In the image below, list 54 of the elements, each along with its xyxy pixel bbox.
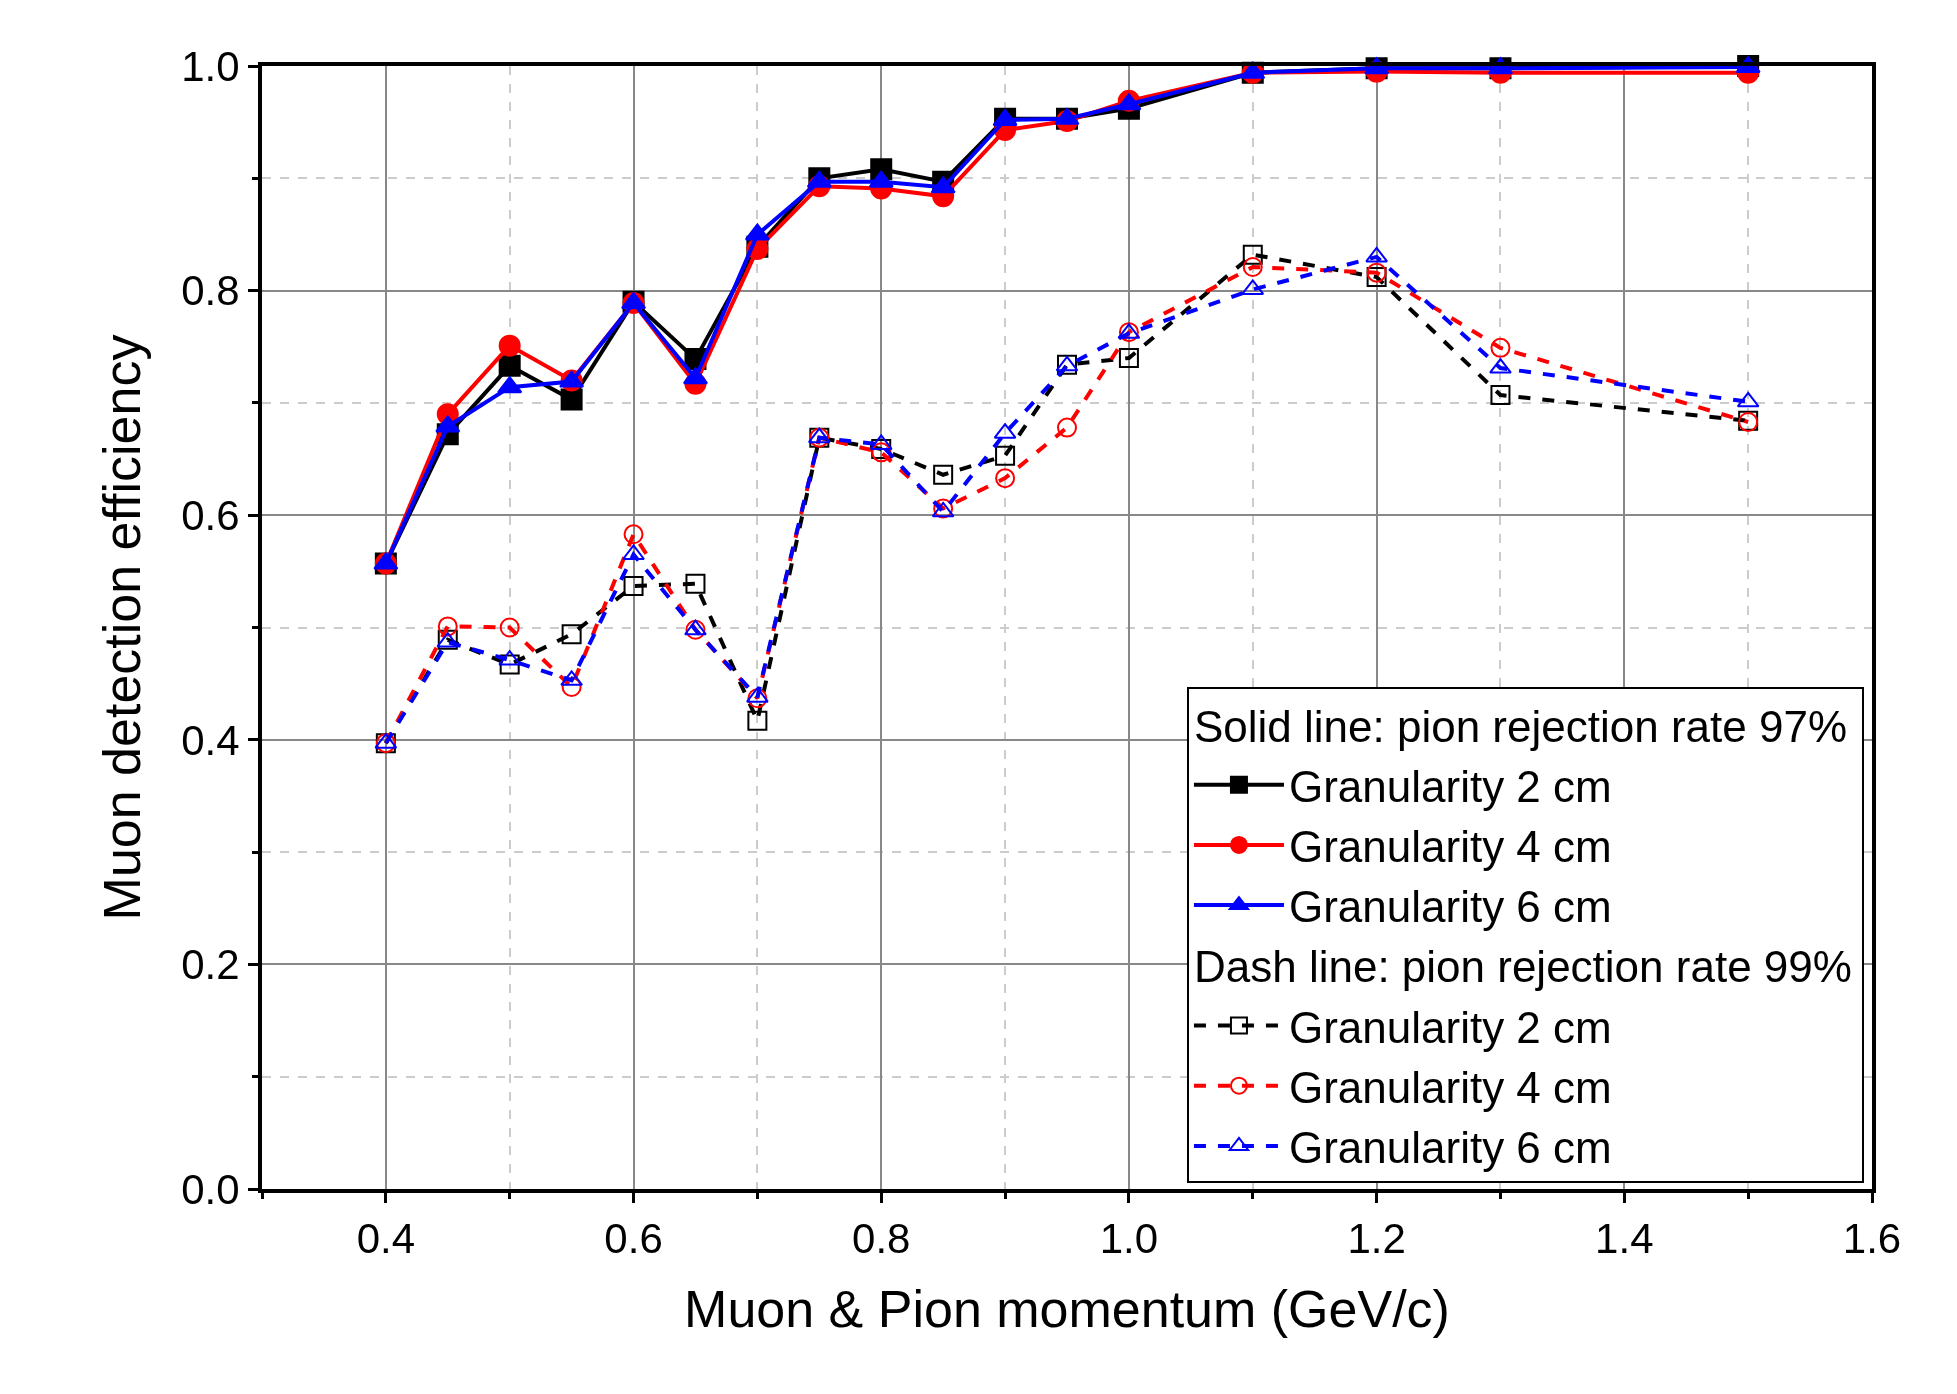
point	[623, 575, 644, 596]
legend-label: Granularity 6 cm	[1288, 1123, 1612, 1173]
point	[1366, 262, 1387, 283]
point	[498, 354, 521, 377]
x-tick-label: 0.6	[604, 1215, 663, 1263]
legend-label: Granularity 4 cm	[1288, 822, 1612, 872]
point	[807, 427, 831, 444]
x-tick-label: 0.4	[356, 1215, 416, 1263]
point	[995, 468, 1016, 489]
point	[561, 624, 582, 645]
x-tick-label: 0.8	[852, 1215, 911, 1263]
y-tick-label: 0.6	[181, 491, 240, 539]
point	[1242, 257, 1263, 278]
point	[561, 677, 582, 698]
point	[1366, 267, 1387, 288]
point	[560, 388, 583, 411]
legend-label: Granularity 2 cm	[1288, 1002, 1612, 1052]
point	[1057, 417, 1077, 438]
x-tick-label: 1.0	[1099, 1215, 1159, 1263]
y-tick-label: 0.8	[181, 267, 240, 315]
x-tick-label: 1.6	[1842, 1215, 1902, 1263]
legend-label: Granularity 4 cm	[1288, 1062, 1612, 1112]
point	[1736, 391, 1760, 408]
point	[747, 710, 768, 731]
point	[499, 617, 520, 638]
y-tick-label: 0.4	[181, 716, 240, 764]
point	[685, 573, 706, 594]
y-tick-label: 0.0	[181, 1165, 240, 1213]
annotation: Dash line: pion rejection rate 99%	[1193, 942, 1852, 992]
point	[933, 464, 954, 485]
point	[1242, 244, 1263, 265]
legend-label: Granularity 6 cm	[1288, 882, 1612, 932]
point	[685, 619, 706, 640]
point	[684, 619, 707, 636]
point	[995, 445, 1016, 466]
x-axis-title: Muon & Pion momentum (GeV/c)	[684, 1279, 1450, 1338]
point	[499, 654, 520, 675]
point	[622, 544, 645, 561]
x-tick-label: 1.2	[1347, 1215, 1406, 1263]
point	[623, 524, 644, 545]
point	[1118, 322, 1139, 343]
point	[1490, 385, 1511, 406]
legend-label: Granularity 2 cm	[1288, 761, 1612, 811]
point	[1118, 347, 1139, 368]
point	[498, 334, 521, 357]
point	[437, 616, 458, 637]
y-axis-title: Muon detection efficiency	[93, 334, 152, 921]
point	[747, 688, 768, 709]
x-tick-label: 1.4	[1595, 1215, 1654, 1263]
point	[1490, 337, 1511, 358]
y-tick-label: 1.0	[181, 42, 240, 90]
annotation: Solid line: pion rejection rate 97%	[1193, 701, 1848, 751]
y-tick-label: 0.2	[181, 941, 240, 989]
point	[1365, 246, 1389, 263]
